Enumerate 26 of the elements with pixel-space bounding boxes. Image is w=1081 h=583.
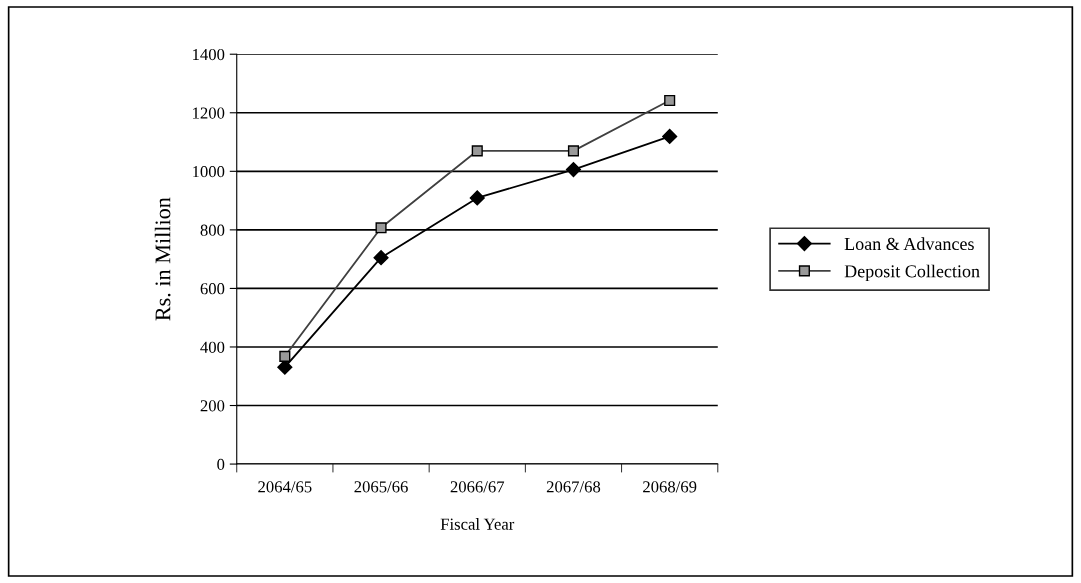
y-tick-label: 1000 xyxy=(193,166,225,178)
y-tick-label: 800 xyxy=(200,224,225,236)
point xyxy=(471,145,483,157)
y-tick-label: 0 xyxy=(217,458,225,471)
point xyxy=(373,250,389,266)
y-tick-label: 200 xyxy=(200,400,225,412)
point xyxy=(279,350,291,362)
y-tick-label: 400 xyxy=(200,341,225,353)
point xyxy=(469,190,485,206)
point xyxy=(664,94,676,107)
legend-label: Loan & Advances xyxy=(844,237,974,251)
legend-label: Deposit Collection xyxy=(844,264,980,282)
y-tick-label: 1400 xyxy=(193,48,225,61)
x-tick-label: 2066/67 xyxy=(450,481,505,493)
x-tick-label: 2064/65 xyxy=(258,481,312,493)
point xyxy=(375,222,387,234)
x-tick-label: 2068/69 xyxy=(643,481,697,493)
point xyxy=(565,161,582,178)
x-tick-label: 2065/66 xyxy=(354,481,408,493)
point xyxy=(662,128,678,145)
x-axis-title: Fiscal Year xyxy=(440,518,515,530)
x-tick-label: 2067/68 xyxy=(546,481,601,493)
y-tick-label: 1200 xyxy=(193,107,225,119)
y-axis-title: Rs. in Million xyxy=(154,197,171,321)
point xyxy=(567,145,580,157)
y-tick-label: 600 xyxy=(200,283,225,295)
